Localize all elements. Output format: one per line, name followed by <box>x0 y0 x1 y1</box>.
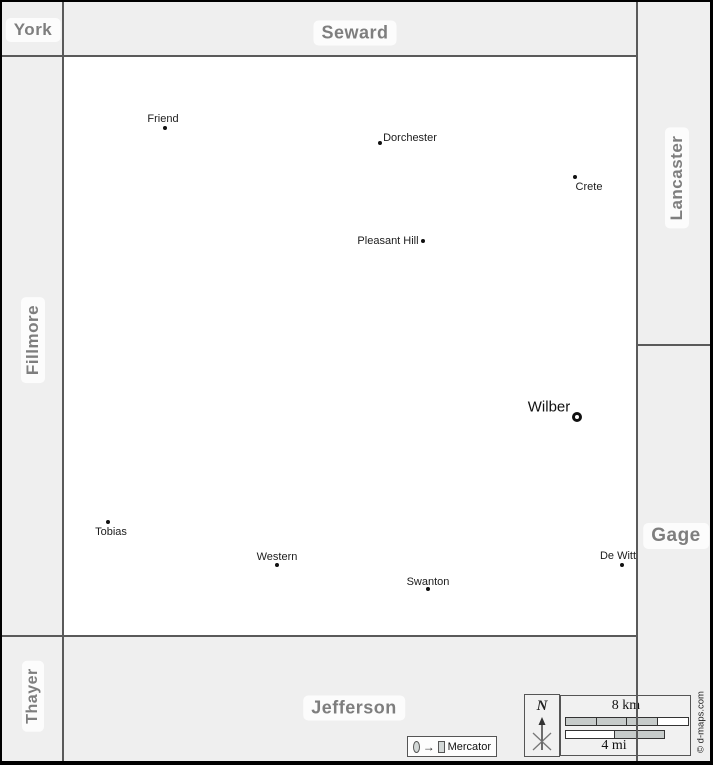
north-label: N <box>536 698 548 714</box>
county-border-line-right-vertical <box>636 0 638 765</box>
km-bar-segment-2 <box>596 718 627 725</box>
map-county-area <box>64 57 636 635</box>
km-bar-segment-1 <box>566 718 597 725</box>
scale-bar-km <box>565 717 689 726</box>
projected-square-icon <box>437 740 445 753</box>
county-label-seward: Seward <box>313 20 397 46</box>
projection-legend: → Mercator <box>407 736 497 757</box>
county-seat-marker-wilber <box>572 412 582 422</box>
town-label-crete: Crete <box>575 181 603 193</box>
town-label-dorchester: Dorchester <box>383 132 437 144</box>
compass-box: N <box>524 694 560 757</box>
town-label-de-witt: De Witt <box>599 550 637 562</box>
town-label-friend: Friend <box>147 113 179 125</box>
county-label-fillmore: Fillmore <box>21 296 45 384</box>
town-label-wilber: Wilber <box>527 398 571 416</box>
town-label-pleasant-hill: Pleasant Hill <box>357 235 419 247</box>
scale-km-label: 8 km <box>611 698 641 713</box>
county-label-thayer: Thayer <box>22 660 44 732</box>
county-label-gage: Gage <box>643 523 709 549</box>
globe-circle-icon <box>413 740 420 753</box>
scale-box: 8 km 4 mi <box>560 695 691 756</box>
town-dot-friend <box>163 126 167 130</box>
arrow-right-icon: → <box>422 739 435 754</box>
town-dot-pleasant-hill <box>421 239 425 243</box>
scale-bar-mi <box>565 730 665 739</box>
town-label-swanton: Swanton <box>406 576 450 588</box>
km-bar-segment-4 <box>657 718 688 725</box>
attribution-text: © d-maps.com <box>695 691 707 753</box>
town-label-western: Western <box>256 551 298 563</box>
mi-bar-segment-2 <box>615 731 664 738</box>
scale-mi-label: 4 mi <box>601 738 627 753</box>
county-label-lancaster: Lancaster <box>665 127 689 229</box>
km-bar-segment-3 <box>627 718 658 725</box>
projection-name: Mercator <box>447 740 491 753</box>
county-label-york: York <box>5 18 61 42</box>
county-border-line-left-vertical <box>62 0 64 765</box>
county-border-line-bottom-horizontal <box>0 635 638 637</box>
town-dot-tobias <box>106 520 110 524</box>
county-border-line-lancaster-gage <box>636 344 713 346</box>
town-dot-de-witt <box>620 563 624 567</box>
town-dot-dorchester <box>378 141 382 145</box>
mi-bar-segment-1 <box>566 731 615 738</box>
town-dot-swanton <box>426 587 430 591</box>
town-label-tobias: Tobias <box>95 526 127 538</box>
town-dot-crete <box>573 175 577 179</box>
county-border-line-top-horizontal <box>0 55 638 57</box>
town-dot-western <box>275 563 279 567</box>
north-arrow-icon <box>532 717 552 751</box>
county-label-jefferson: Jefferson <box>303 695 405 721</box>
